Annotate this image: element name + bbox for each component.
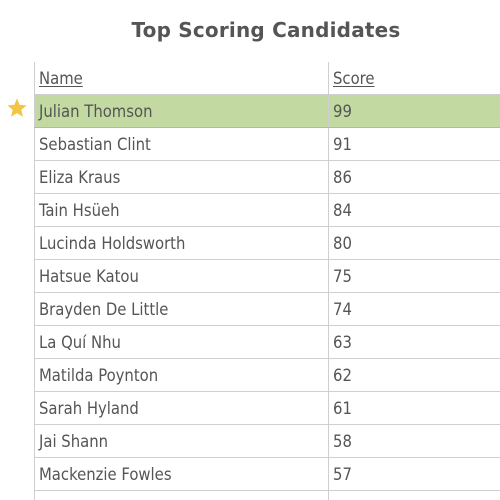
candidate-name-cell: Jai Shann [34,424,329,458]
candidate-name-cell: Matilda Poynton [34,358,329,392]
candidate-name-cell: Hatsue Katou [34,259,329,293]
candidate-score-cell: 57 [328,457,500,491]
candidate-name-cell: Eliza Kraus [34,160,329,194]
page-title: Top Scoring Candidates [131,18,401,42]
table-row: Jai Shann 58 [34,424,500,458]
candidate-score-cell: 80 [328,226,500,260]
column-header-name[interactable]: Name [34,62,329,95]
table-row: Isabella McCabe56 [34,490,500,500]
table-body: Julian Thomson 99 Sebastian Clint 91 Eliza K… [34,94,500,500]
table-row: Sarah Hyland 61 [34,391,500,425]
candidate-name-cell: Lucinda Holdsworth [34,226,329,260]
table-row: Julian Thomson 99 [34,94,500,128]
candidate-score-cell: 58 [328,424,500,458]
candidates-table-container: Name Score Julian Thomson 99 Sebastian Cli… [34,62,500,500]
table-row: Matilda Poynton 62 [34,358,500,392]
table-row: Lucinda Holdsworth 80 [34,226,500,260]
candidate-score-cell: 56 [328,490,500,500]
candidate-name-cell: Tain Hsüeh [34,193,329,227]
candidate-score-cell: 84 [328,193,500,227]
table-row: La Quí Nhu 63 [34,325,500,359]
table-header-row: Name Score [34,62,500,95]
candidate-score-cell: 62 [328,358,500,392]
candidate-name-cell: Julian Thomson [34,94,329,128]
column-header-score-label: Score [333,68,375,88]
table-row: Hatsue Katou 75 [34,259,500,293]
candidate-score-cell: 63 [328,325,500,359]
candidate-name-cell: Sarah Hyland [34,391,329,425]
candidate-score-cell: 86 [328,160,500,194]
candidate-name-cell: La Quí Nhu [34,325,329,359]
candidate-name-cell: Isabella McCabe [34,490,329,500]
candidate-score-cell: 75 [328,259,500,293]
table-row: Tain Hsüeh 84 [34,193,500,227]
star-icon [7,98,27,117]
table-row: Sebastian Clint 91 [34,127,500,161]
candidate-score-cell: 91 [328,127,500,161]
candidate-name-cell: Brayden De Little [34,292,329,326]
column-header-score[interactable]: Score [328,62,500,95]
candidates-table: Name Score Julian Thomson 99 Sebastian Cli… [34,62,500,500]
candidate-name-cell: Mackenzie Fowles [34,457,329,491]
column-header-name-label: Name [39,68,83,88]
table-row: Brayden De Little 74 [34,292,500,326]
candidate-score-cell: 99 [328,94,500,128]
candidate-name-cell: Sebastian Clint [34,127,329,161]
candidate-score-cell: 74 [328,292,500,326]
candidate-score-cell: 61 [328,391,500,425]
table-row: Eliza Kraus 86 [34,160,500,194]
table-row: Mackenzie Fowles 57 [34,457,500,491]
